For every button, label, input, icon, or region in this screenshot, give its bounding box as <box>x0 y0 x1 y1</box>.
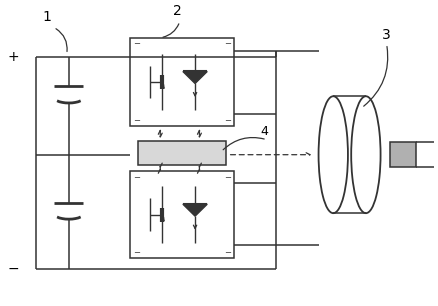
Text: −: − <box>133 173 140 182</box>
Text: −: − <box>224 173 231 182</box>
Polygon shape <box>183 72 207 84</box>
Text: −: − <box>133 248 140 257</box>
Polygon shape <box>183 204 207 216</box>
Text: 2: 2 <box>173 4 182 18</box>
Bar <box>138 141 226 165</box>
Text: +: + <box>8 50 20 64</box>
Text: 1: 1 <box>43 10 52 24</box>
Text: −: − <box>224 248 231 257</box>
Text: 4: 4 <box>260 125 268 138</box>
Text: −: − <box>8 262 20 276</box>
Text: −: − <box>133 116 140 125</box>
Text: 3: 3 <box>382 28 391 42</box>
Bar <box>130 171 234 258</box>
Text: −: − <box>224 39 231 48</box>
Text: −: − <box>224 116 231 125</box>
Bar <box>390 142 416 167</box>
Bar <box>130 38 234 126</box>
Text: −: − <box>133 39 140 48</box>
